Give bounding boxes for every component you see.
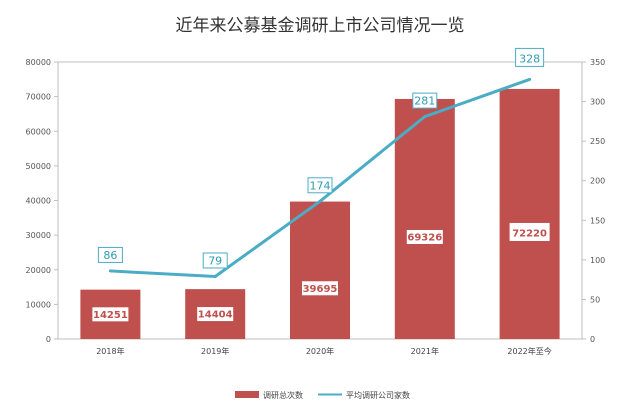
right-axis-tick-label: 200 bbox=[590, 177, 605, 186]
line-point bbox=[108, 269, 112, 273]
line-data-label: 174 bbox=[310, 179, 331, 192]
left-axis-tick-label: 40000 bbox=[26, 197, 51, 206]
bar-data-label: 39695 bbox=[303, 284, 338, 295]
x-axis: 2018年 2019年 2020年 2021年 2022年至今 bbox=[96, 346, 552, 356]
line-point bbox=[213, 274, 217, 278]
x-axis-tick-label: 2018年 bbox=[96, 346, 124, 356]
left-axis-tick-label: 0 bbox=[46, 335, 51, 344]
bar-series: 14251 14404 39695 69326 72220 bbox=[80, 88, 560, 339]
bar-data-label: 14251 bbox=[93, 310, 128, 321]
legend: 调研总次数 平均调研公司家数 bbox=[235, 390, 410, 400]
legend-bar-label: 调研总次数 bbox=[263, 390, 303, 400]
bar bbox=[499, 88, 560, 339]
bar bbox=[290, 201, 350, 339]
bar-data-label: 72220 bbox=[512, 228, 547, 239]
line-label-box bbox=[97, 246, 123, 263]
bar bbox=[394, 98, 455, 339]
right-axis: 0 50 100 150 200 250 300 350 bbox=[582, 58, 605, 344]
line-data-label: 79 bbox=[208, 254, 222, 267]
line-series: 86 79 174 281 328 bbox=[97, 47, 545, 278]
left-axis: 0 10000 20000 30000 40000 50000 60000 70000 8000… bbox=[26, 58, 58, 344]
bar-label-box bbox=[92, 307, 129, 322]
right-axis-tick-label: 250 bbox=[590, 137, 605, 146]
line-label-box bbox=[202, 252, 228, 269]
bar-data-label: 14404 bbox=[198, 310, 233, 321]
line-label-box bbox=[412, 92, 438, 109]
legend-line-label: 平均调研公司家数 bbox=[346, 390, 410, 400]
right-axis-tick-label: 0 bbox=[590, 335, 595, 344]
right-axis-tick-label: 150 bbox=[590, 216, 605, 225]
bar-label-box bbox=[197, 307, 234, 322]
left-axis-tick-label: 50000 bbox=[26, 162, 51, 171]
bar-label-box bbox=[509, 222, 550, 241]
left-axis-tick-label: 60000 bbox=[26, 127, 51, 136]
right-axis-tick-label: 100 bbox=[590, 256, 605, 265]
line-data-label: 328 bbox=[519, 52, 540, 65]
line-label-box bbox=[307, 177, 333, 194]
line-point bbox=[318, 199, 322, 203]
x-axis-tick-label: 2019年 bbox=[201, 346, 229, 356]
legend-bar-swatch bbox=[235, 391, 259, 398]
chart-title: 近年来公募基金调研上市公司情况一览 bbox=[176, 16, 465, 36]
line-point bbox=[528, 77, 532, 81]
bar-data-label: 69326 bbox=[407, 232, 442, 243]
right-axis-tick-label: 350 bbox=[590, 58, 605, 67]
x-axis-tick-label: 2020年 bbox=[306, 346, 334, 356]
x-axis-tick-label: 2021年 bbox=[411, 346, 439, 356]
line-label-box bbox=[515, 47, 545, 67]
left-axis-tick-label: 10000 bbox=[26, 300, 51, 309]
bar-label-box bbox=[406, 229, 443, 244]
line-data-label: 86 bbox=[103, 249, 117, 262]
right-axis-tick-label: 300 bbox=[590, 98, 605, 107]
left-axis-tick-label: 30000 bbox=[26, 231, 51, 240]
bar-label-box bbox=[302, 281, 338, 296]
left-axis-tick-label: 70000 bbox=[26, 93, 51, 102]
x-axis-tick-label: 2022年至今 bbox=[507, 346, 551, 356]
right-axis-tick-label: 50 bbox=[590, 295, 600, 304]
left-axis-tick-label: 20000 bbox=[26, 266, 51, 275]
left-axis-tick-label: 80000 bbox=[26, 58, 51, 67]
line-data-label: 281 bbox=[414, 95, 435, 108]
line-point bbox=[423, 115, 427, 119]
